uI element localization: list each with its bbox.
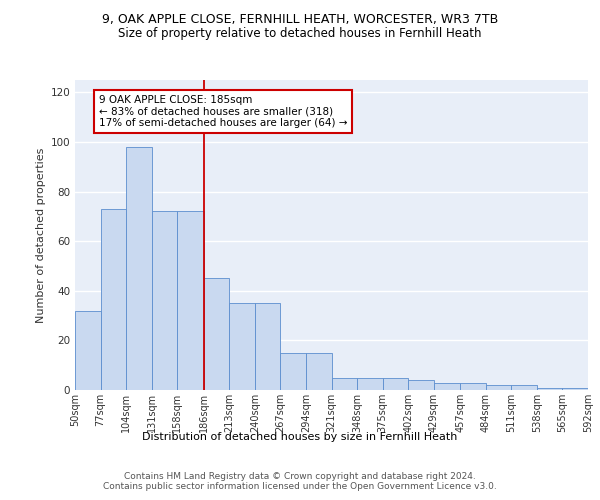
Bar [511, 385, 537, 390]
Text: Distribution of detached houses by size in Fernhill Heath: Distribution of detached houses by size … [142, 432, 458, 442]
Bar [486, 385, 511, 390]
Bar [255, 303, 280, 390]
Bar [434, 382, 460, 390]
Bar [204, 278, 229, 390]
Text: 9, OAK APPLE CLOSE, FERNHILL HEATH, WORCESTER, WR3 7TB: 9, OAK APPLE CLOSE, FERNHILL HEATH, WORC… [102, 12, 498, 26]
Bar [280, 353, 306, 390]
Text: 9 OAK APPLE CLOSE: 185sqm
← 83% of detached houses are smaller (318)
17% of semi: 9 OAK APPLE CLOSE: 185sqm ← 83% of detac… [98, 95, 347, 128]
Bar [126, 147, 152, 390]
Bar [75, 310, 101, 390]
Bar [152, 212, 177, 390]
Y-axis label: Number of detached properties: Number of detached properties [36, 148, 46, 322]
Bar [101, 209, 126, 390]
Bar [408, 380, 434, 390]
Bar [562, 388, 588, 390]
Bar [229, 303, 255, 390]
Bar [537, 388, 562, 390]
Bar [460, 382, 486, 390]
Bar [383, 378, 408, 390]
Bar [331, 378, 357, 390]
Bar [306, 353, 332, 390]
Bar [357, 378, 383, 390]
Bar [177, 212, 204, 390]
Text: Contains HM Land Registry data © Crown copyright and database right 2024.: Contains HM Land Registry data © Crown c… [124, 472, 476, 481]
Text: Size of property relative to detached houses in Fernhill Heath: Size of property relative to detached ho… [118, 28, 482, 40]
Text: Contains public sector information licensed under the Open Government Licence v3: Contains public sector information licen… [103, 482, 497, 491]
